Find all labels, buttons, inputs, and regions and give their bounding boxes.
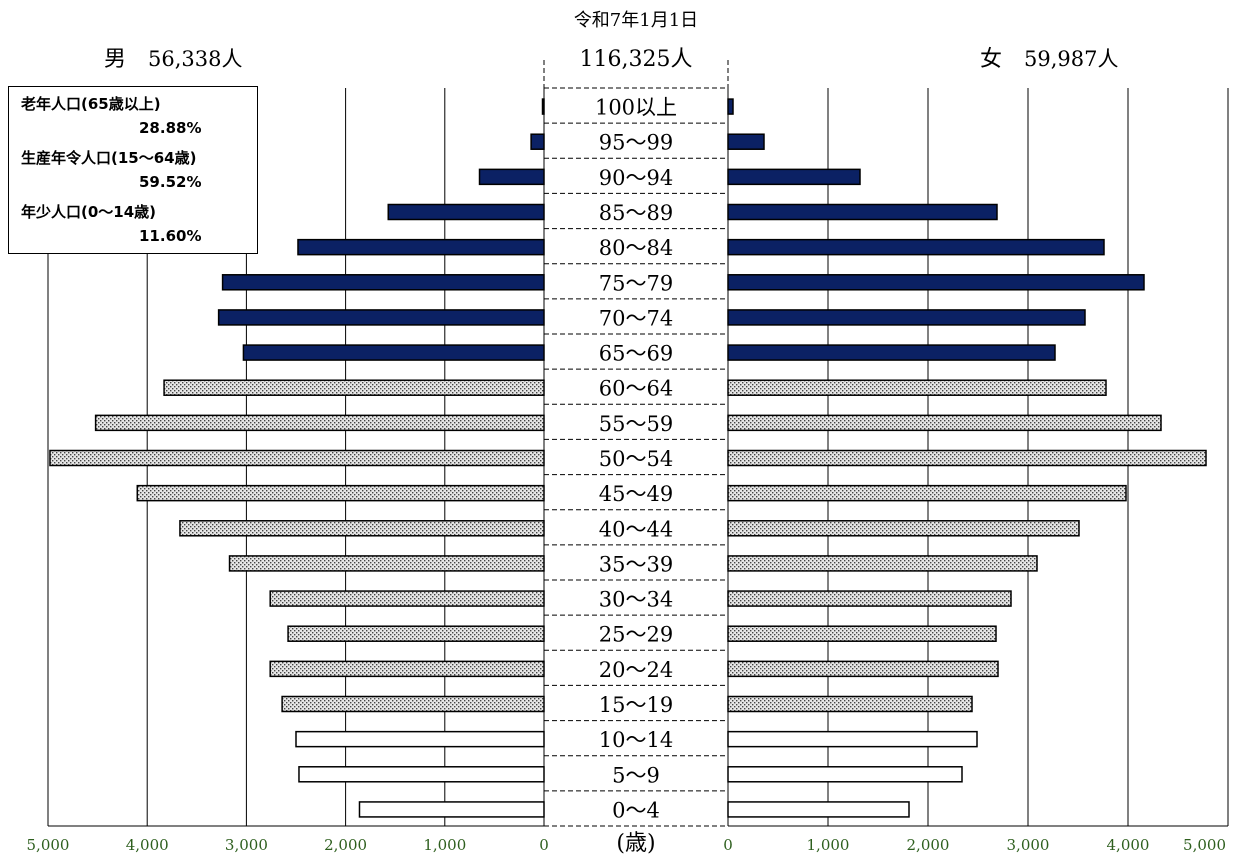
female-bar: [727, 590, 1012, 607]
female-bar: [727, 168, 861, 186]
male-tick-label: 2,000: [324, 836, 367, 854]
male-bar: [242, 344, 545, 361]
male-tick-label: 5,000: [27, 836, 70, 854]
female-tick-label: 3,000: [1007, 836, 1050, 854]
age-group-label: 90～94: [599, 166, 673, 190]
male-bar: [295, 730, 545, 748]
age-group-label: 20～24: [599, 658, 673, 682]
male-bar: [358, 801, 545, 818]
male-bar: [287, 625, 545, 642]
female-label: 女: [980, 47, 1002, 72]
male-bar: [297, 238, 545, 256]
male-label: 男: [104, 47, 126, 72]
male-bar: [94, 414, 545, 432]
age-group-label: 25～29: [599, 623, 673, 647]
age-group-label: 0～4: [612, 798, 660, 822]
age-group-label: 50～54: [599, 447, 673, 471]
female-bar: [727, 344, 1056, 361]
female-tick-label: 0: [723, 836, 733, 854]
age-group-label: 60～64: [599, 377, 673, 401]
male-bar: [163, 379, 545, 396]
female-bar: [727, 379, 1107, 396]
male-bar: [221, 274, 545, 291]
female-bar: [727, 414, 1162, 432]
legend-working-value: 59.52%: [139, 173, 202, 191]
chart-title: 令和7年1月1日: [574, 10, 698, 31]
male-bar: [217, 309, 545, 326]
age-group-label: 85～89: [599, 201, 673, 225]
male-bar: [269, 660, 545, 678]
female-tick-label: 2,000: [907, 836, 950, 854]
total-population: 116,325人: [580, 47, 693, 72]
age-group-label: 40～44: [599, 517, 673, 541]
female-bar: [727, 730, 978, 748]
x-axis-ticks: 5,000 0 4,000 1,000 3,000 2,000 2,000 3,000 1,00…: [27, 836, 1226, 854]
male-bar: [179, 520, 545, 537]
female-tick-label: 1,000: [807, 836, 850, 854]
age-group-label: 75～79: [599, 271, 673, 295]
male-bar: [269, 590, 545, 607]
female-bar: [727, 801, 910, 818]
male-bar: [49, 449, 545, 467]
male-bar: [530, 133, 545, 150]
male-bar: [387, 203, 545, 221]
male-bar: [228, 555, 545, 572]
male-bar: [298, 766, 545, 783]
female-tick-label: 4,000: [1107, 836, 1150, 854]
legend-elderly-label: 老年人口(65歳以上): [21, 95, 161, 113]
age-group-label: 35～39: [599, 552, 673, 576]
legend-elderly-value: 28.88%: [139, 119, 202, 137]
age-group-label: 30～34: [599, 588, 673, 612]
female-tick-label: 5,000: [1183, 836, 1226, 854]
age-group-label: 100以上: [595, 96, 677, 120]
male-total: 56,338人: [148, 47, 242, 71]
age-label-column: 100以上 95～99 90～94 85～89 80～84 75～79 70～74 65～69…: [543, 60, 729, 827]
legend-young-value: 11.60%: [139, 227, 202, 245]
age-group-label: 80～84: [599, 236, 673, 260]
age-group-label: 70～74: [599, 306, 673, 330]
legend-young-label: 年少人口(0～14歳): [21, 203, 157, 221]
female-bar: [727, 484, 1127, 502]
legend-working-label: 生産年令人口(15～64歳): [21, 149, 197, 167]
male-bar: [541, 98, 545, 115]
female-bar: [727, 98, 734, 115]
age-group-label: 95～99: [599, 131, 673, 155]
female-bar: [727, 625, 997, 642]
female-bar: [727, 238, 1105, 256]
female-bar: [727, 309, 1086, 326]
age-group-label: 65～69: [599, 342, 673, 366]
male-tick-label: 1,000: [423, 836, 466, 854]
female-bar: [727, 520, 1080, 537]
age-group-label: 10～14: [599, 728, 673, 752]
male-tick-label: 4,000: [126, 836, 169, 854]
male-bar: [136, 484, 545, 502]
age-unit-label: (歳): [616, 831, 655, 856]
female-bar: [727, 660, 999, 678]
female-total: 59,987人: [1024, 47, 1118, 71]
male-tick-label: 0: [539, 836, 549, 854]
age-group-label: 45～49: [599, 482, 673, 506]
age-group-label: 15～19: [599, 693, 673, 717]
population-share-legend: 老年人口(65歳以上) 28.88% 生産年令人口(15～64歳) 59.52%…: [8, 86, 258, 254]
male-bar: [478, 168, 545, 186]
female-bar: [727, 274, 1145, 291]
female-bar: [727, 133, 765, 150]
female-bar: [727, 766, 963, 783]
female-bar: [727, 449, 1207, 467]
male-tick-label: 3,000: [225, 836, 268, 854]
female-bar: [727, 695, 973, 713]
age-group-label: 5～9: [612, 763, 660, 787]
female-bar: [727, 555, 1038, 572]
age-group-label: 55～59: [599, 412, 673, 436]
female-bar: [727, 203, 998, 221]
male-bar: [281, 695, 545, 713]
bar-series: [49, 98, 1207, 818]
